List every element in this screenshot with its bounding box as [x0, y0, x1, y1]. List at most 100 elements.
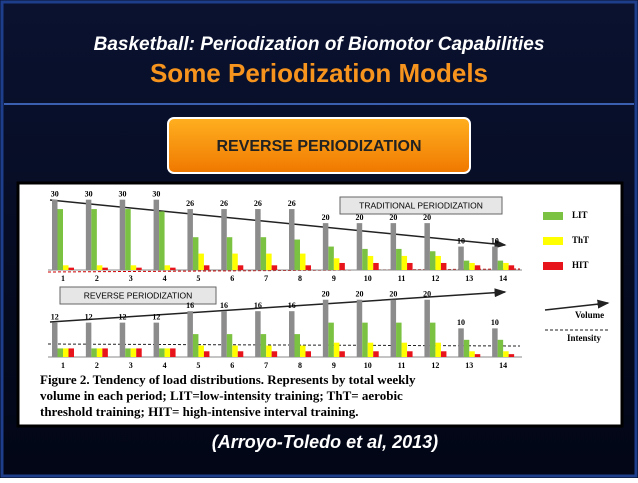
bar [187, 209, 193, 270]
x-tick-label: 13 [465, 274, 473, 283]
bar [373, 262, 379, 270]
bar [68, 348, 74, 357]
data-label: 10 [491, 318, 499, 327]
bar [68, 267, 74, 270]
bar [164, 348, 171, 357]
x-tick-label: 3 [129, 361, 133, 370]
x-tick-label: 8 [298, 361, 302, 370]
data-label: 26 [288, 199, 296, 208]
x-tick-label: 11 [398, 274, 406, 283]
bar [255, 209, 261, 270]
x-tick-label: 9 [332, 274, 336, 283]
data-label: 12 [152, 312, 160, 321]
x-tick-label: 10 [364, 274, 372, 283]
bar [435, 255, 441, 270]
data-label: 20 [389, 290, 397, 299]
x-tick-label: 8 [298, 274, 302, 283]
chart-title: TRADITIONAL PERIODIZATION [359, 200, 483, 210]
bar [362, 322, 368, 357]
bar [300, 253, 306, 270]
x-tick-label: 14 [499, 361, 507, 370]
bar [187, 311, 193, 357]
bar [305, 265, 311, 270]
slide-title: Basketball: Periodization of Biomotor Ca… [94, 34, 545, 55]
bar [119, 199, 126, 270]
bar [203, 351, 210, 357]
bar [164, 265, 171, 270]
bar [226, 334, 233, 357]
bar [407, 262, 413, 270]
legend-label: HIT [572, 260, 589, 270]
bar [294, 334, 300, 357]
bar [96, 265, 103, 270]
x-tick-label: 13 [465, 361, 473, 370]
banner-box [167, 117, 471, 174]
x-tick-label: 2 [95, 274, 99, 283]
data-label: 26 [220, 199, 228, 208]
legend-swatch [543, 262, 563, 270]
caption-line: threshold training; HIT= high-intensive … [40, 404, 358, 419]
bar [85, 322, 92, 357]
data-label: 20 [423, 213, 431, 222]
bar [362, 248, 368, 270]
caption-line: volume in each period; LIT=low-intensity… [40, 388, 403, 403]
bar [401, 255, 408, 270]
bar [289, 209, 295, 270]
slide-subtitle: Some Periodization Models [150, 58, 488, 88]
bar [125, 209, 131, 270]
bar [232, 253, 238, 270]
bar [474, 354, 481, 357]
data-label: 12 [85, 312, 93, 321]
data-label: 20 [322, 290, 330, 299]
x-tick-label: 2 [95, 361, 99, 370]
bar [130, 265, 137, 270]
intensity-label: Intensity [567, 333, 602, 343]
bar [424, 223, 430, 270]
bar [367, 255, 374, 270]
bar [435, 342, 441, 357]
bar [390, 299, 397, 357]
bar [159, 348, 165, 357]
bar [300, 345, 306, 357]
data-label: 10 [457, 318, 465, 327]
data-label: 12 [118, 312, 126, 321]
x-tick-label: 1 [61, 274, 65, 283]
legend-swatch [543, 237, 563, 245]
bar [469, 262, 475, 270]
bar [305, 351, 311, 357]
x-tick-label: 5 [196, 274, 200, 283]
bar [198, 253, 204, 270]
bar [396, 322, 402, 357]
bar [57, 348, 63, 357]
bar [497, 260, 504, 270]
data-label: 30 [118, 190, 126, 199]
x-tick-label: 7 [264, 361, 268, 370]
bar [503, 262, 509, 270]
bar [232, 345, 238, 357]
bar [119, 322, 126, 357]
data-label: 20 [389, 213, 397, 222]
bar [429, 322, 436, 357]
bar [407, 351, 413, 357]
data-label: 20 [322, 213, 330, 222]
intensity-trend [47, 343, 521, 347]
data-label: 20 [355, 290, 363, 299]
bar [125, 348, 131, 357]
x-tick-label: 7 [264, 274, 268, 283]
bar [271, 351, 278, 357]
bar [52, 199, 58, 270]
x-tick-label: 6 [230, 274, 234, 283]
data-label: 30 [85, 190, 93, 199]
bar [266, 345, 272, 357]
bar [390, 223, 397, 270]
x-tick-label: 12 [431, 274, 439, 283]
bar [260, 334, 267, 357]
bar [203, 265, 210, 270]
x-tick-label: 1 [61, 361, 65, 370]
x-tick-label: 4 [163, 361, 167, 370]
bar [440, 262, 447, 270]
bar [424, 299, 430, 357]
data-label: 16 [254, 301, 262, 310]
bar [159, 211, 165, 270]
x-tick-label: 6 [230, 361, 234, 370]
